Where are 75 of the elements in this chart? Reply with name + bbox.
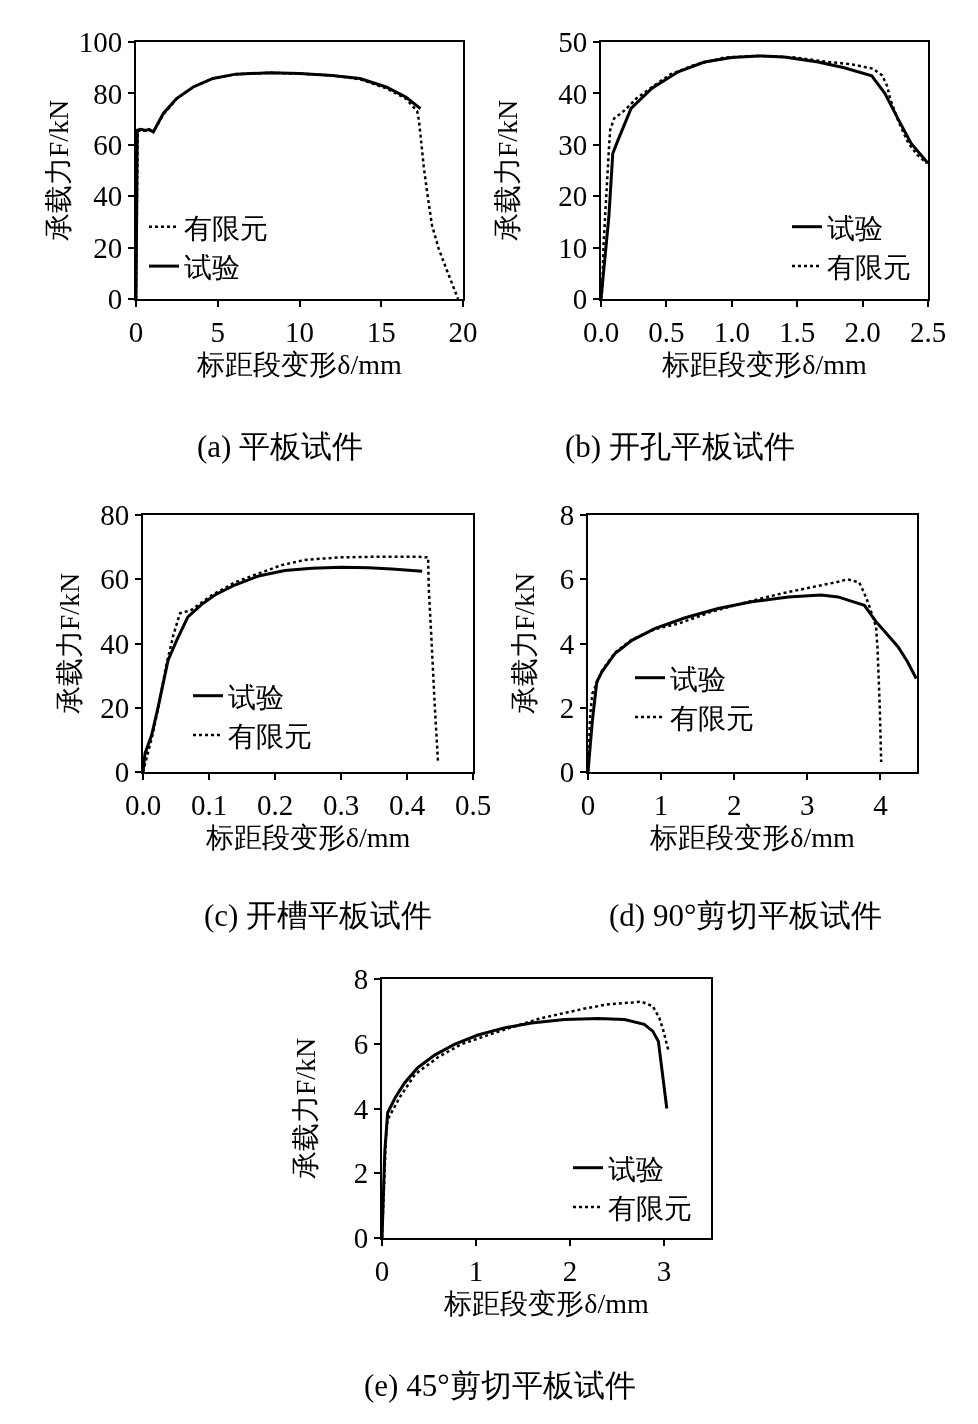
y-tick-label: 20 [100,691,130,724]
y-tick-label: 0 [353,1222,369,1255]
x-tick-label: 20 [448,315,478,348]
text: (a) 平板试件 [197,429,364,464]
legend-label: 有限元 [228,721,312,753]
x-tick-label: 1.0 [713,315,750,348]
y-tick-label: 40 [93,180,123,213]
legend-label: 有限元 [827,252,911,284]
x-tick-label: 15 [366,315,396,348]
x-tick-label: 4 [873,788,889,821]
y-tick-label: 4 [559,627,575,660]
y-tick-label: 8 [353,963,369,996]
x-tick-label: 0.5 [648,315,685,348]
y-tick-label: 0 [107,283,123,316]
y-tick-label: 30 [558,128,588,161]
legend-label: 试验 [184,252,240,284]
x-tick-label: 5 [210,315,225,348]
x-tick-label: 0.2 [256,788,294,821]
y-tick-label: 10 [558,231,588,264]
text: (c) 开槽平板试件 [204,898,433,933]
x-tick-label: 0.5 [454,788,492,821]
y-tick-label: 0 [559,756,575,789]
x-tick-label: 3 [656,1254,672,1287]
x-axis-title: 标距段变形δ/mm [661,349,867,381]
x-tick-label: 3 [800,788,815,821]
y-tick-label: 100 [78,26,123,59]
x-axis-title: 标距段变形δ/mm [204,822,411,854]
x-tick-label: 1 [468,1254,484,1287]
y-tick-label: 6 [559,563,575,596]
y-tick-label: 40 [100,627,130,660]
y-tick-label: 60 [100,563,130,596]
x-tick-label: 2.0 [844,315,881,348]
y-axis-title: 承载力F/kN [492,99,524,242]
y-tick-label: 80 [100,499,130,532]
y-tick-label: 20 [93,231,123,264]
x-tick-label: 10 [285,315,314,348]
y-axis-title: 承载力F/kN [508,572,540,715]
y-axis-title: 承载力F/kN [42,99,74,242]
legend-label: 有限元 [608,1193,692,1225]
y-tick-label: 2 [353,1157,369,1190]
x-tick-label: 0.3 [322,788,360,821]
y-tick-label: 50 [558,26,588,59]
x-tick-label: 0.0 [582,315,620,348]
legend-label: 试验 [827,212,883,244]
y-axis-title: 承载力F/kN [54,572,86,715]
y-tick-label: 8 [559,499,575,532]
text: (e) 45°剪切平板试件 [364,1368,636,1403]
x-tick-label: 2.5 [909,315,947,348]
legend-label: 试验 [670,663,726,695]
y-tick-label: 60 [93,128,123,161]
x-axis-title: 标距段变形δ/mm [649,822,855,854]
text: (d) 90°剪切平板试件 [609,898,883,933]
x-tick-label: 0.1 [190,788,228,821]
y-tick-label: 80 [93,77,123,110]
x-tick-label: 1 [653,788,669,821]
legend-label: 试验 [608,1153,664,1185]
y-tick-label: 20 [558,180,588,213]
y-tick-label: 0 [572,283,588,316]
x-tick-label: 0.0 [124,788,162,821]
x-tick-label: 0 [374,1254,390,1287]
x-axis-title: 标距段变形δ/mm [196,349,402,381]
legend-label: 试验 [228,681,284,713]
y-tick-label: 4 [353,1092,369,1125]
y-tick-label: 2 [559,691,575,724]
x-axis-title: 标距段变形δ/mm [443,1288,649,1320]
legend-label: 有限元 [670,703,754,735]
y-axis-title: 承载力F/kN [289,1037,321,1180]
y-tick-label: 6 [353,1027,369,1060]
text: (b) 开孔平板试件 [565,429,795,464]
y-tick-label: 40 [558,77,588,110]
legend-label: 有限元 [184,212,268,244]
y-tick-label: 0 [114,756,130,789]
x-tick-label: 2 [726,788,742,821]
x-tick-label: 1.5 [779,315,816,348]
x-tick-label: 0.4 [388,788,426,821]
